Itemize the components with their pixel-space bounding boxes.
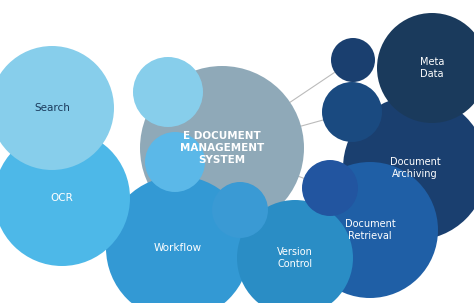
Circle shape	[302, 162, 438, 298]
Circle shape	[237, 200, 353, 303]
Circle shape	[302, 160, 358, 216]
Circle shape	[331, 38, 375, 82]
Text: Meta
Data: Meta Data	[420, 57, 444, 79]
Text: Version
Control: Version Control	[277, 247, 313, 269]
Text: Search: Search	[34, 103, 70, 113]
Circle shape	[106, 176, 250, 303]
Circle shape	[133, 57, 203, 127]
Text: OCR: OCR	[51, 193, 73, 203]
Text: Workflow: Workflow	[154, 243, 202, 253]
Circle shape	[0, 130, 130, 266]
Text: E DOCUMENT
MANAGEMENT
SYSTEM: E DOCUMENT MANAGEMENT SYSTEM	[180, 131, 264, 165]
Circle shape	[212, 182, 268, 238]
Circle shape	[377, 13, 474, 123]
Circle shape	[322, 82, 382, 142]
Circle shape	[140, 66, 304, 230]
Circle shape	[145, 132, 205, 192]
Circle shape	[343, 96, 474, 240]
Text: Document
Retrieval: Document Retrieval	[345, 219, 395, 241]
Circle shape	[0, 46, 114, 170]
Text: Document
Archiving: Document Archiving	[390, 157, 440, 179]
